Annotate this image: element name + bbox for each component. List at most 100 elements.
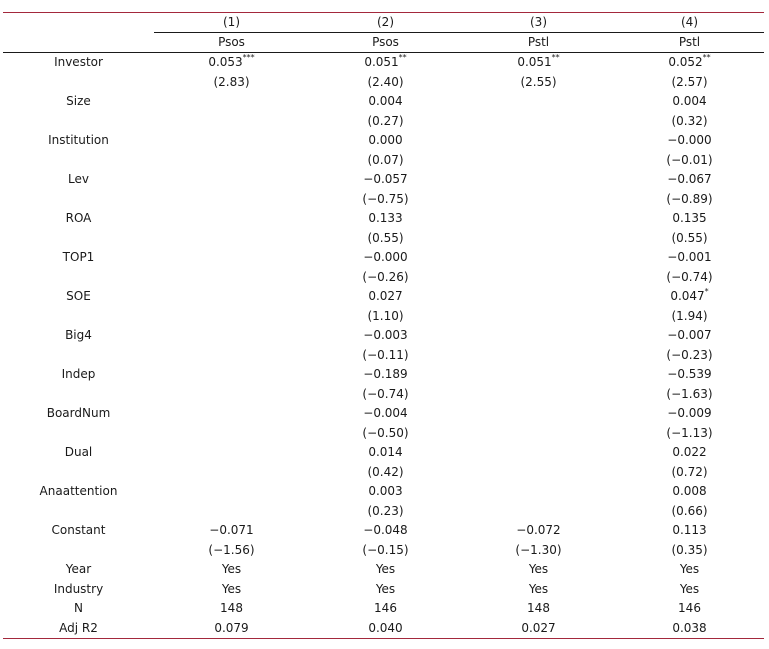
coefficient-cell [154,443,309,463]
header-depvar-row: Psos Psos Pstl Pstl [3,33,764,52]
t-statistic-cell [154,112,309,132]
table-row-coefficient: Lev −0.057 −0.067 [3,170,764,190]
footer-value: 146 [374,601,397,615]
coefficient-cell: 0.052** [615,53,764,73]
t-statistic-cell: (2.83) [213,74,250,89]
significance-stars: *** [242,53,255,62]
coefficient-cell: 0.022 [615,443,764,463]
coefficient-cell: 0.014 [309,443,462,463]
table-row-tstat: (2.83) (2.40) (2.55) (2.57) [3,73,764,93]
table-row-footer: Industry Yes Yes Yes Yes [3,580,764,600]
footer-value: Yes [679,562,700,576]
footer-value: Yes [528,562,549,576]
coefficient-value: 0.047 [670,289,705,303]
t-statistic-cell [462,385,615,405]
variable-label: Lev [68,172,89,186]
coefficient-cell: −0.189 [309,365,462,385]
coefficient-cell [462,287,615,307]
t-statistic-cell: (0.55) [671,230,708,245]
coefficient-cell: −0.000 [615,131,764,151]
table-row-footer: N 148 146 148 146 [3,599,764,619]
coefficient-value: 0.022 [672,445,707,459]
table-row-tstat: (0.42) (0.72) [3,463,764,483]
t-statistic-cell: (−0.26) [362,269,409,284]
variable-label-blank [3,229,154,249]
significance-stars: ** [702,53,711,62]
column-number: (2) [377,15,394,29]
variable-label-blank [3,151,154,171]
footer-label: N [74,601,83,615]
variable-label: Indep [61,367,96,381]
table-row-tstat: (−0.75) (−0.89) [3,190,764,210]
variable-label-blank [3,502,154,522]
coefficient-cell [462,131,615,151]
table-body: Investor 0.053*** 0.051** 0.051** 0.052** (2.… [3,53,764,638]
t-statistic-cell: (−1.63) [666,386,713,401]
t-statistic-cell [154,463,309,483]
coefficient-cell: 0.113 [615,521,764,541]
t-statistic-cell [462,424,615,444]
coefficient-cell [462,404,615,424]
coefficient-cell: −0.072 [462,521,615,541]
coefficient-cell: 0.008 [615,482,764,502]
coefficient-value: 0.051 [364,55,399,69]
coefficient-value: 0.135 [672,211,707,225]
coefficient-cell [462,365,615,385]
footer-label: Adj R2 [59,620,98,635]
table-row-coefficient: Institution 0.000 −0.000 [3,131,764,151]
coefficient-cell: 0.027 [309,287,462,307]
variable-label-blank [3,268,154,288]
coefficient-value: 0.004 [672,94,707,108]
t-statistic-cell [462,268,615,288]
coefficient-cell: −0.048 [309,521,462,541]
coefficient-value: 0.004 [368,94,403,108]
bottom-rule [3,638,764,639]
coefficient-value: 0.003 [368,484,403,498]
coefficient-value: −0.000 [363,250,408,264]
coefficient-value: −0.004 [363,406,408,420]
coefficient-cell [154,209,309,229]
header-number-row: (1) (2) (3) (4) [3,13,764,32]
table-row-coefficient: Indep −0.189 −0.539 [3,365,764,385]
table-row-tstat: (1.10) (1.94) [3,307,764,327]
t-statistic-cell: (2.55) [520,74,557,89]
t-statistic-cell [154,502,309,522]
column-depvar: Pstl [678,35,701,49]
t-statistic-cell [462,463,615,483]
header-bottom-rule [3,52,764,53]
variable-label: ROA [65,211,92,225]
variable-label: TOP1 [62,250,95,264]
column-depvar: Psos [218,35,245,49]
t-statistic-cell: (0.23) [367,503,404,518]
regression-table: (1) (2) (3) (4) Psos Psos Pstl Pstl Inve… [3,12,764,639]
header-subrule [3,32,764,33]
column-number: (3) [530,15,547,29]
t-statistic-cell: (0.32) [671,113,708,128]
coefficient-value: 0.008 [672,484,707,498]
coefficient-cell: 0.047* [615,287,764,307]
top-rule [3,12,764,13]
variable-label-blank [3,112,154,132]
t-statistic-cell [154,346,309,366]
coefficient-cell [154,170,309,190]
variable-label-blank [3,307,154,327]
coefficient-cell: 0.051** [462,53,615,73]
t-statistic-cell: (−1.13) [666,425,713,440]
coefficient-cell [154,365,309,385]
t-statistic-cell: (−0.15) [362,542,409,557]
coefficient-cell: −0.003 [309,326,462,346]
coefficient-value: 0.027 [368,289,403,303]
footer-value: 0.079 [214,620,249,635]
table-row-tstat: (−0.26) (−0.74) [3,268,764,288]
table-row-tstat: (0.23) (0.66) [3,502,764,522]
t-statistic-cell: (0.42) [367,464,404,479]
t-statistic-cell: (−0.74) [362,386,409,401]
coefficient-cell: 0.003 [309,482,462,502]
table-row-tstat: (0.55) (0.55) [3,229,764,249]
footer-value: 0.038 [672,620,707,635]
coefficient-cell: −0.004 [309,404,462,424]
footer-value: Yes [221,562,242,576]
table-row-tstat: (0.07) (−0.01) [3,151,764,171]
t-statistic-cell [154,190,309,210]
coefficient-value: 0.051 [517,55,552,69]
